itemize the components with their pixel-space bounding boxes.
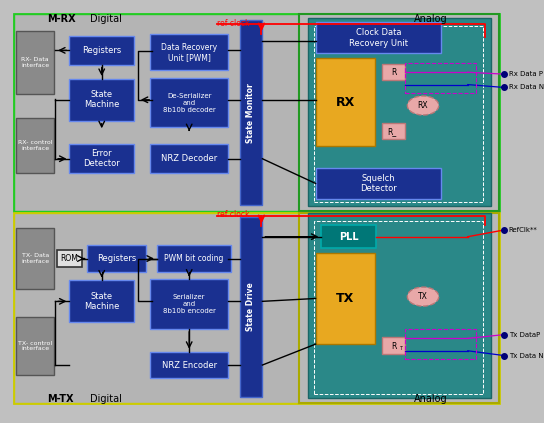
Bar — [316, 253, 375, 344]
Text: ROM: ROM — [60, 254, 78, 263]
Text: Digital: Digital — [90, 14, 122, 24]
Text: Registers: Registers — [82, 46, 121, 55]
Bar — [16, 228, 54, 289]
Bar — [314, 26, 483, 201]
Bar — [70, 36, 134, 65]
Text: Digital: Digital — [90, 394, 122, 404]
Text: R_: R_ — [387, 126, 396, 136]
Text: De-Serializer
and
8b10b decoder: De-Serializer and 8b10b decoder — [163, 93, 215, 113]
Bar — [14, 213, 299, 403]
Bar — [382, 123, 405, 139]
Text: TX- control
interface: TX- control interface — [18, 341, 52, 352]
Ellipse shape — [407, 287, 438, 306]
Text: Tx DataP: Tx DataP — [509, 332, 540, 338]
Ellipse shape — [407, 96, 438, 115]
Bar — [316, 168, 441, 199]
Text: State Monitor: State Monitor — [246, 83, 256, 143]
Text: State Drive: State Drive — [246, 283, 256, 331]
Text: Registers: Registers — [97, 254, 137, 263]
Bar — [157, 245, 231, 272]
Bar — [405, 329, 477, 359]
Text: ref clock: ref clock — [217, 19, 249, 28]
Bar — [57, 250, 82, 267]
Text: TX: TX — [336, 292, 354, 305]
Text: Analog: Analog — [413, 394, 447, 404]
Bar — [382, 338, 405, 354]
Bar — [16, 118, 54, 173]
Bar — [322, 225, 376, 248]
Text: Rx Data P: Rx Data P — [509, 71, 542, 77]
Text: RX- control
interface: RX- control interface — [18, 140, 52, 151]
Text: PWM bit coding: PWM bit coding — [164, 254, 224, 263]
Bar — [316, 22, 441, 53]
Bar — [382, 64, 405, 80]
Text: ref clock: ref clock — [217, 210, 249, 220]
Text: M-RX: M-RX — [47, 14, 76, 24]
Bar — [70, 145, 134, 173]
Bar — [16, 31, 54, 94]
Bar — [150, 280, 228, 329]
Text: Analog: Analog — [413, 14, 447, 24]
Bar — [14, 14, 299, 211]
Bar — [308, 213, 491, 398]
Bar — [150, 34, 228, 70]
Bar — [88, 245, 146, 272]
Bar — [70, 79, 134, 121]
Text: State
Machine: State Machine — [84, 90, 120, 110]
Bar — [405, 63, 477, 93]
Text: Rx Data N: Rx Data N — [509, 85, 544, 91]
Text: TX- Data
interface: TX- Data interface — [21, 253, 50, 264]
Bar — [14, 213, 499, 403]
Bar — [16, 318, 54, 374]
Bar — [239, 217, 262, 397]
Text: Error
Detector: Error Detector — [83, 149, 120, 168]
Bar — [150, 78, 228, 127]
Bar — [150, 352, 228, 378]
Bar — [70, 280, 134, 322]
Text: RX: RX — [336, 96, 355, 109]
Text: NRZ Decoder: NRZ Decoder — [161, 154, 217, 163]
Text: PLL: PLL — [339, 232, 358, 242]
Bar — [299, 14, 499, 211]
Text: RX: RX — [418, 101, 428, 110]
Text: RefClk**: RefClk** — [509, 227, 537, 233]
Bar — [150, 145, 228, 173]
Text: R: R — [391, 68, 396, 77]
Bar — [316, 58, 375, 146]
Text: Clock Data
Recovery Unit: Clock Data Recovery Unit — [349, 28, 408, 48]
Text: M-TX: M-TX — [47, 394, 74, 404]
Bar — [299, 213, 499, 403]
Text: TX: TX — [418, 292, 428, 301]
Text: Data Recovery
Unit [PWM]: Data Recovery Unit [PWM] — [161, 43, 217, 62]
Text: R: R — [391, 341, 396, 351]
Text: Tx Data N: Tx Data N — [509, 352, 543, 359]
Text: T: T — [399, 346, 402, 351]
Text: Serializer
and
8b10b encoder: Serializer and 8b10b encoder — [163, 294, 215, 314]
Bar — [14, 14, 499, 211]
Text: State
Machine: State Machine — [84, 291, 120, 311]
Bar — [239, 20, 262, 205]
Bar — [308, 18, 491, 206]
Text: Squelch
Detector: Squelch Detector — [360, 174, 397, 193]
Bar — [314, 220, 483, 393]
Text: NRZ Encoder: NRZ Encoder — [162, 360, 217, 370]
Text: RX- Data
interface: RX- Data interface — [21, 58, 50, 68]
